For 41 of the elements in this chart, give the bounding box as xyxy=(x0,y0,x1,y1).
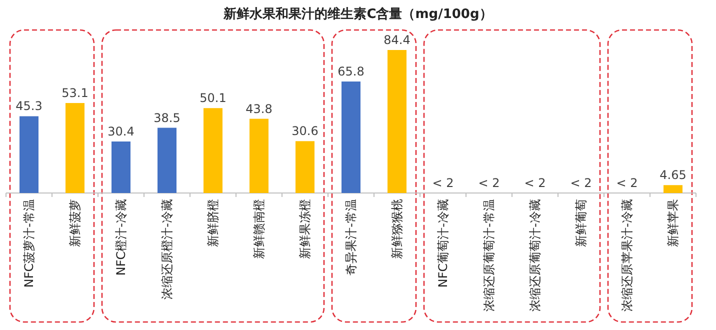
data-label: 4.65 xyxy=(660,168,686,182)
bar xyxy=(342,82,360,193)
bar xyxy=(250,118,268,193)
x-tick-label: 新鲜苹果 xyxy=(666,199,680,247)
bar xyxy=(388,50,406,193)
x-tick-label: 新鲜葡萄 xyxy=(574,199,588,247)
text: < 2 xyxy=(432,176,454,190)
x-tick-label: NFC菠萝汁-常温 xyxy=(22,199,36,288)
x-tick-label: 奇异果汁-常温 xyxy=(344,199,358,276)
x-tick-label: 浓缩还原葡萄汁-常温 xyxy=(482,199,496,312)
x-tick-label: NFC橙汁-冷藏 xyxy=(114,199,128,276)
data-label: 43.8 xyxy=(246,102,272,116)
bar xyxy=(112,141,130,193)
bar xyxy=(158,128,176,193)
x-tick-label: 新鲜果冻橙 xyxy=(298,199,312,259)
x-tick-label: 新鲜猕猴桃 xyxy=(390,199,404,259)
chart-title: 新鲜水果和果汁的维生素C含量（mg/100g） xyxy=(222,6,492,22)
bar xyxy=(296,141,314,193)
bar xyxy=(664,185,682,193)
bar xyxy=(204,108,222,193)
bar xyxy=(20,116,38,193)
x-tick-label: 新鲜脐橙 xyxy=(206,199,220,247)
x-tick-label: 新鲜赣南橙 xyxy=(252,199,266,259)
data-label: 30.6 xyxy=(292,124,318,138)
data-label: 30.4 xyxy=(108,124,134,138)
text: < 2 xyxy=(570,176,592,190)
text: < 2 xyxy=(616,176,638,190)
data-label: 65.8 xyxy=(338,64,364,79)
x-tick-label: 浓缩还原葡萄汁-冷藏 xyxy=(528,199,542,312)
text: < 2 xyxy=(524,176,546,190)
data-label: 53.1 xyxy=(62,86,88,100)
x-tick-label: 新鲜菠萝 xyxy=(68,199,82,247)
x-tick-label: NFC葡萄汁-冷藏 xyxy=(436,199,450,288)
x-tick-label: 浓缩还原橙汁-冷藏 xyxy=(160,199,174,300)
text: < 2 xyxy=(478,176,500,190)
data-label: 38.5 xyxy=(154,110,180,125)
data-label: 45.3 xyxy=(16,99,42,114)
data-label: 84.4 xyxy=(384,33,410,47)
data-label: 50.1 xyxy=(200,91,226,106)
bar xyxy=(66,103,84,193)
x-tick-label: 浓缩还原苹果汁-冷藏 xyxy=(620,199,634,312)
